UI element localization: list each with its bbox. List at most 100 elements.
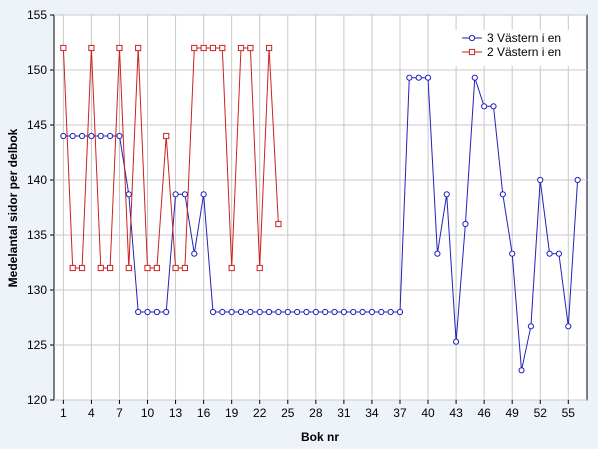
y-tick-label: 150 (27, 63, 47, 77)
data-series (60, 44, 581, 374)
data-point (209, 44, 217, 52)
legend: 3 Västern i en2 Västern i en (455, 30, 579, 66)
data-point (256, 264, 263, 272)
data-point (219, 44, 226, 52)
data-point (537, 176, 544, 184)
data-point (509, 250, 516, 257)
data-point (78, 264, 86, 272)
x-tick-label: 10 (141, 406, 155, 420)
data-point (368, 308, 376, 316)
data-point (350, 308, 357, 316)
y-tick-label: 130 (27, 283, 47, 297)
x-tick-label: 55 (562, 406, 576, 420)
data-point (69, 132, 76, 140)
x-axis-title: Bok nr (301, 430, 339, 444)
data-point (69, 264, 76, 272)
data-point (135, 308, 142, 316)
data-point (452, 338, 460, 345)
data-point (518, 367, 525, 374)
y-tick-label: 145 (27, 118, 47, 132)
x-tick-label: 13 (169, 406, 183, 420)
data-point (490, 103, 497, 110)
data-point (331, 308, 338, 316)
data-point (322, 308, 329, 316)
series-2 (60, 44, 282, 272)
y-tick-label: 125 (27, 338, 47, 352)
data-point (359, 308, 366, 316)
data-point (275, 308, 282, 316)
x-tick-label: 31 (337, 406, 351, 420)
grid-lines (54, 14, 587, 401)
data-point (396, 308, 404, 316)
y-axis-title: Medelantal sidor per delbok (6, 128, 20, 287)
data-point (172, 264, 179, 272)
data-point (574, 176, 581, 184)
x-tick-label: 34 (365, 406, 379, 420)
x-tick-label: 49 (506, 406, 520, 420)
data-point (546, 250, 553, 257)
data-point (144, 308, 151, 316)
legend-box (455, 30, 579, 66)
y-tick-label: 155 (27, 8, 47, 22)
data-point (191, 250, 198, 257)
data-point (312, 308, 319, 316)
data-point (434, 250, 441, 257)
x-tick-label: 19 (225, 406, 239, 420)
data-point (209, 308, 217, 316)
data-point (228, 308, 235, 316)
data-point (256, 308, 263, 316)
data-point (144, 264, 151, 272)
data-point (387, 308, 394, 316)
data-point (191, 44, 198, 52)
x-tick-label: 52 (534, 406, 548, 420)
data-point (565, 323, 572, 330)
data-point (443, 191, 450, 198)
data-point (247, 44, 254, 52)
x-tick-label: 28 (309, 406, 323, 420)
data-point (471, 74, 478, 81)
x-axis-ticks: 1 4 7 10 13 16 19 22 25 28 31 34 37 40 43 46 49 52 55 (60, 400, 575, 420)
x-tick-label: 37 (393, 406, 407, 420)
x-tick-label: 22 (253, 406, 267, 420)
x-tick-label: 46 (477, 406, 491, 420)
series-1 (60, 74, 581, 374)
data-point (247, 308, 254, 316)
data-point (406, 74, 413, 81)
x-tick-label: 25 (281, 406, 295, 420)
data-point (153, 308, 160, 316)
data-point (181, 191, 189, 198)
data-point (228, 264, 235, 272)
x-tick-label: 4 (88, 406, 95, 420)
legend-label: 3 Västern i en (487, 31, 561, 45)
data-point (499, 191, 506, 198)
legend-marker (468, 34, 476, 42)
data-point (60, 132, 67, 140)
data-point (555, 250, 563, 257)
x-tick-label: 7 (116, 406, 123, 420)
plot-area (53, 14, 588, 401)
data-point (200, 44, 207, 52)
data-point (172, 191, 179, 198)
data-point (88, 132, 95, 140)
data-point (340, 308, 347, 316)
data-point (181, 264, 189, 272)
data-point (60, 44, 67, 52)
data-point (116, 44, 123, 52)
data-point (284, 308, 291, 316)
data-point (97, 132, 104, 140)
data-point (125, 264, 132, 272)
data-point (107, 264, 114, 272)
data-point (107, 132, 114, 140)
data-point (481, 103, 488, 110)
data-point (294, 308, 301, 316)
data-point (237, 308, 245, 316)
data-point (163, 308, 170, 316)
data-point (97, 264, 104, 272)
data-point (462, 220, 469, 228)
data-point (116, 132, 123, 140)
data-point (265, 308, 273, 316)
y-tick-label: 140 (27, 173, 47, 187)
data-point (415, 74, 422, 81)
data-point (303, 308, 310, 316)
